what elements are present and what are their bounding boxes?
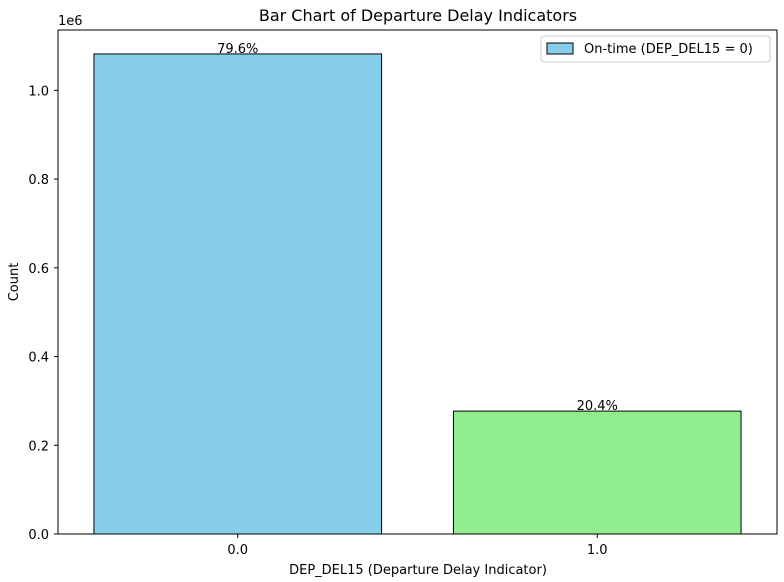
x-tick-label: 1.0 xyxy=(587,543,608,558)
y-offset-label: 1e6 xyxy=(58,14,83,29)
legend: On-time (DEP_DEL15 = 0) xyxy=(540,35,771,63)
y-tick-label: 0.8 xyxy=(28,173,49,188)
bar xyxy=(93,53,383,535)
x-tick-label: 0.0 xyxy=(227,543,248,558)
legend-swatch xyxy=(546,42,574,55)
y-tick-label: 1.0 xyxy=(28,84,49,99)
bar xyxy=(452,410,742,535)
bar-data-label: 79.6% xyxy=(217,42,258,57)
y-tick-label: 0.0 xyxy=(28,528,49,543)
x-axis-ticks: 0.0 1.0 xyxy=(227,534,608,558)
chart-title: Bar Chart of Departure Delay Indicators xyxy=(259,6,577,25)
y-tick-label: 0.2 xyxy=(28,439,49,454)
plot-area-frame xyxy=(57,29,778,535)
y-axis-ticks: 0.0 0.2 0.4 0.6 0.8 1.0 xyxy=(28,84,58,543)
y-axis-label: Count xyxy=(7,263,22,302)
legend-box xyxy=(540,35,771,63)
y-tick-label: 0.6 xyxy=(28,262,49,277)
bar-series: 79.6% 20.4% xyxy=(93,42,742,535)
y-tick-label: 0.4 xyxy=(28,351,49,366)
legend-label: On-time (DEP_DEL15 = 0) xyxy=(584,42,753,57)
bar-data-label: 20.4% xyxy=(577,399,618,414)
x-axis-label: DEP_DEL15 (Departure Delay Indicator) xyxy=(289,563,547,578)
